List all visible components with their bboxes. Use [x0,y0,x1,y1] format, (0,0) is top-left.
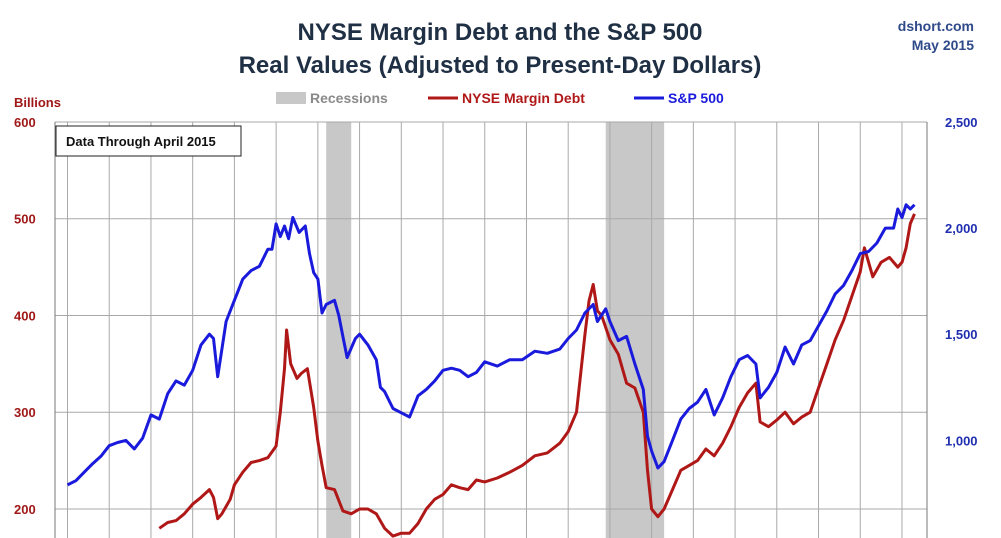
recession-band-1 [326,122,352,538]
chart-title-line2: Real Values (Adjusted to Present-Day Dol… [239,52,762,79]
note-box [55,125,242,157]
left-tick-label: 500 [14,212,36,227]
recession-band-2 [605,122,665,538]
left-tick-label: 200 [14,502,36,517]
right-tick-label: 1,500 [945,327,978,342]
left-axis-ticks: 200 300 400 500 600 [14,115,36,517]
legend-label-recessions: Recessions [310,90,388,106]
legend-label-sp500: S&P 500 [668,90,724,106]
legend: Recessions NYSE Margin Debt S&P 500 [276,90,724,106]
series-line-margin-debt [158,213,916,538]
data-through-box: Data Through April 2015 [55,125,242,157]
left-tick-label: 300 [14,405,36,420]
legend-swatch-recessions [276,92,306,104]
source-credit: dshort.com [898,18,974,34]
date-credit: May 2015 [912,37,974,53]
recession-bands [326,122,665,538]
note-text: Data Through April 2015 [66,134,216,149]
grid [54,121,928,538]
right-tick-label: 2,000 [945,221,978,236]
left-tick-label: 400 [14,308,36,323]
legend-label-margin-debt: NYSE Margin Debt [462,90,585,106]
left-axis-label: Billions [14,95,61,110]
series-line-sp500 [66,203,916,487]
chart-title-line1: NYSE Margin Debt and the S&P 500 [298,19,703,46]
series-lines [66,203,916,538]
right-tick-label: 1,000 [945,433,978,448]
left-tick-label: 600 [14,115,36,130]
right-axis-ticks: 1,000 1,500 2,000 2,500 [945,115,978,448]
right-tick-label: 2,500 [945,115,978,130]
